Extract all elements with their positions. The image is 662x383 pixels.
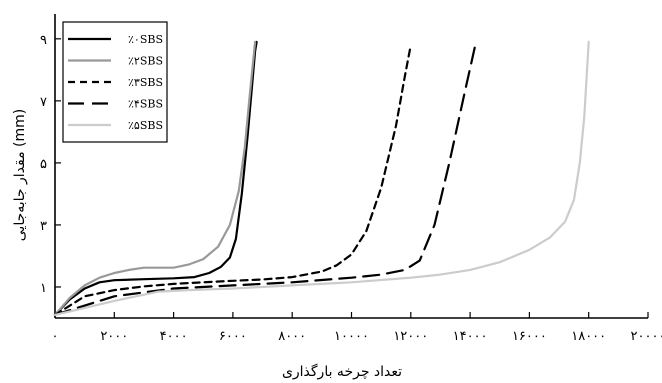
- series-line-4: [53, 40, 590, 316]
- x-tick-label: ۸۰۰۰: [278, 329, 306, 344]
- x-tick-label: ۴۰۰۰: [160, 329, 188, 344]
- y-tick-label: ۳: [40, 219, 47, 234]
- x-tick-label: ۱۰۰۰۰: [334, 329, 369, 344]
- x-tick-label: ۰: [52, 329, 59, 344]
- series-lines: [53, 40, 590, 316]
- series-line-1: [53, 40, 257, 316]
- legend-label-2: ٪۳SBS: [128, 76, 163, 89]
- x-tick-label: ۱۴۰۰۰: [453, 329, 488, 344]
- x-tick-label: ۱۲۰۰۰: [393, 329, 428, 344]
- legend-label-3: ٪۴SBS: [128, 98, 163, 111]
- x-tick-label: ۶۰۰۰: [219, 329, 247, 344]
- y-tick-label: ۵: [40, 157, 47, 172]
- y-axis-title: مقدار جابه‌جایی (mm): [12, 109, 28, 242]
- ticks: ۰ ۲۰۰۰ ۴۰۰۰ ۶۰۰۰ ۸۰۰۰ ۱۰۰۰۰ ۱۲۰۰۰ ۱۴۰۰۰ ۱۶۰۰۰ ۱۸۰…: [40, 33, 662, 344]
- series-line-2: [53, 43, 412, 316]
- x-tick-label: ۲۰۰۰: [100, 329, 128, 344]
- series-line-0: [53, 40, 258, 316]
- x-axis-title: تعداد چرخه بارگذاری: [282, 363, 402, 380]
- legend-label-1: ٪۲SBS: [128, 55, 163, 68]
- y-tick-label: ۹: [40, 33, 47, 48]
- legend-label-4: ٪۵SBS: [128, 119, 163, 132]
- x-tick-label: ۲۰۰۰۰: [631, 329, 662, 344]
- y-tick-label: ۱: [40, 281, 47, 296]
- legend: ٪۰SBS ٪۲SBS ٪۳SBS ٪۴SBS ٪۵SBS: [62, 21, 168, 143]
- series-line-3: [53, 40, 478, 316]
- legend-box: [62, 21, 168, 143]
- x-tick-label: ۱۶۰۰۰: [512, 329, 547, 344]
- legend-label-0: ٪۰SBS: [128, 33, 163, 46]
- x-tick-label: ۱۸۰۰۰: [571, 329, 606, 344]
- y-tick-label: ۷: [40, 95, 47, 110]
